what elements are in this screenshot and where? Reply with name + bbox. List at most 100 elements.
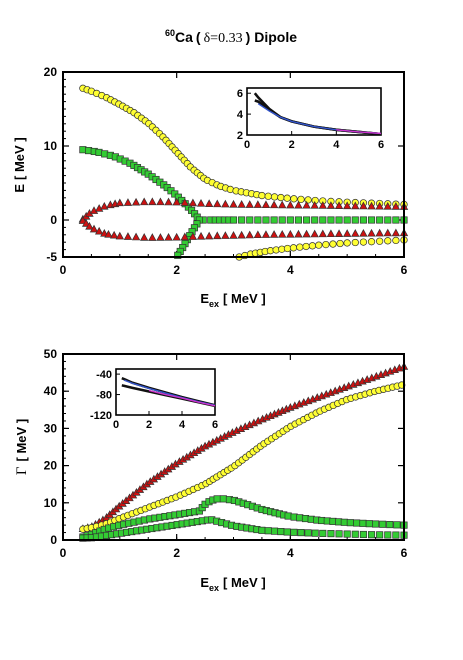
width-y-tick-label: 0 xyxy=(50,533,57,547)
energy-inset-x-tick-label: 2 xyxy=(289,139,295,151)
width-x-tick-label: 4 xyxy=(287,546,294,560)
energy-series-4-triangle-marker xyxy=(140,197,149,206)
width-inset-y-tick-label: -80 xyxy=(96,390,112,402)
energy-y-tick-label: 10 xyxy=(44,139,58,153)
energy-series-4-triangle-marker xyxy=(100,201,109,210)
energy-series-5-triangle-marker xyxy=(326,229,336,238)
energy-series-0-circle-marker xyxy=(297,195,305,204)
width-series-3-square-marker xyxy=(290,528,298,536)
energy-x-tick-label: 6 xyxy=(401,263,408,277)
energy-series-5-triangle-marker xyxy=(359,228,368,237)
energy-series-5-triangle-marker xyxy=(123,232,133,240)
energy-inset-x-tick-label: 0 xyxy=(244,139,250,151)
energy-series-1-circle-marker xyxy=(289,244,298,252)
energy-series-5-triangle-marker xyxy=(237,230,246,239)
energy-series-4-triangle-marker xyxy=(148,197,157,206)
width-panel: 0 2 4 6 0 10 20 30 40 50 0 2 4 6 -40 -80 -120 Eex[ MeV … xyxy=(14,347,409,593)
energy-series-4-triangle-marker xyxy=(342,201,352,210)
energy-series-4-triangle-marker xyxy=(359,201,368,210)
energy-series-4-triangle-marker xyxy=(269,200,279,209)
energy-series-4-triangle-marker xyxy=(383,201,392,210)
energy-series-2-square-marker xyxy=(319,216,327,224)
title-open-paren: ( xyxy=(196,29,201,45)
energy-series-4-triangle-marker xyxy=(131,197,141,206)
energy-series-5-triangle-marker xyxy=(156,233,165,241)
width-series-2-square-marker xyxy=(379,520,387,528)
energy-series-5-triangle-marker xyxy=(213,231,222,240)
energy-series-5-triangle-marker xyxy=(89,224,99,233)
energy-series-2-square-marker xyxy=(278,216,286,224)
energy-series-1-circle-marker xyxy=(392,236,400,245)
width-series-2-square-marker xyxy=(365,520,373,528)
energy-series-5-triangle-marker xyxy=(286,229,295,238)
width-series-2-square-marker xyxy=(359,519,367,527)
energy-series-1-circle-marker xyxy=(336,239,344,248)
energy-series-5-triangle-marker xyxy=(278,230,287,238)
width-series-3-square-marker xyxy=(335,530,343,538)
energy-series-4-triangle-marker xyxy=(115,198,125,207)
energy-series-4-triangle-marker xyxy=(294,200,303,209)
energy-series-2-square-marker xyxy=(311,216,319,224)
energy-series-1-circle-marker xyxy=(351,238,359,247)
energy-series-4-triangle-marker xyxy=(237,200,246,208)
energy-series-1-circle-marker xyxy=(322,240,330,249)
energy-inset-y-tick-label: 4 xyxy=(237,109,244,121)
width-series-2-square-marker xyxy=(372,520,380,528)
figure-title: 60Ca(δ=0.33) Dipole xyxy=(165,28,297,46)
energy-series-5-triangle-marker xyxy=(245,230,254,239)
width-series-2-square-marker xyxy=(393,521,401,529)
width-y-tick-label: 30 xyxy=(44,421,58,435)
width-series-3-square-marker xyxy=(384,531,392,539)
width-series-2-square-marker xyxy=(353,519,361,527)
energy-series-2-square-marker xyxy=(303,216,311,224)
energy-y-tick-label: -5 xyxy=(46,250,57,264)
energy-series-5-triangle-marker xyxy=(229,231,238,239)
energy-series-5-triangle-marker xyxy=(269,230,279,238)
width-series-2-square-marker xyxy=(340,518,348,526)
title-delta: δ xyxy=(204,31,211,46)
width-y-tick-label: 50 xyxy=(44,347,58,361)
energy-series-4-triangle-marker xyxy=(286,200,295,209)
energy-series-5-triangle-marker xyxy=(104,229,113,238)
energy-series-1-circle-marker xyxy=(283,244,292,253)
width-panel-marks xyxy=(78,362,409,542)
energy-series-5-triangle-marker xyxy=(253,230,263,239)
energy-series-2-square-marker xyxy=(359,216,367,224)
energy-series-4-triangle-marker xyxy=(367,201,376,210)
energy-series-5-triangle-marker xyxy=(85,221,94,230)
width-series-3-square-marker xyxy=(277,528,285,536)
width-x-axis-label: Eex[ MeV ] xyxy=(200,575,265,593)
energy-series-1-circle-marker xyxy=(384,237,392,245)
energy-series-1-circle-marker xyxy=(308,242,317,250)
energy-inset-y-tick-label: 2 xyxy=(237,130,243,142)
energy-series-1-circle-marker xyxy=(343,239,351,247)
energy-series-5-triangle-marker xyxy=(342,229,352,237)
energy-series-1-circle-marker xyxy=(359,238,368,246)
energy-series-3-square-marker xyxy=(174,251,182,259)
energy-series-2-square-marker xyxy=(327,216,335,224)
width-series-2-square-marker xyxy=(284,512,292,520)
energy-series-5-triangle-marker xyxy=(196,231,206,240)
width-x-tick-label: 0 xyxy=(60,546,67,560)
energy-series-4-triangle-marker xyxy=(318,201,327,209)
energy-series-5-triangle-marker xyxy=(188,232,198,240)
width-inset-x-tick-label: 6 xyxy=(212,419,218,431)
energy-series-2-square-marker xyxy=(343,216,351,224)
energy-series-0-circle-marker xyxy=(283,194,291,202)
energy-series-2-square-marker xyxy=(376,216,384,224)
width-series-2-square-marker xyxy=(219,495,227,503)
energy-x-tick-label: 2 xyxy=(173,263,180,277)
energy-series-1-circle-marker xyxy=(302,242,310,251)
energy-series-4-triangle-marker xyxy=(188,198,198,207)
width-series-3-square-marker xyxy=(264,527,272,535)
energy-series-4-triangle-marker xyxy=(245,200,254,208)
energy-inset-x-tick-label: 4 xyxy=(333,139,340,151)
title-mode: Dipole xyxy=(254,29,297,45)
energy-y-tick-label: 20 xyxy=(44,65,58,79)
width-inset-y-tick-label: -120 xyxy=(90,410,112,422)
energy-series-5-triangle-marker xyxy=(140,233,149,241)
